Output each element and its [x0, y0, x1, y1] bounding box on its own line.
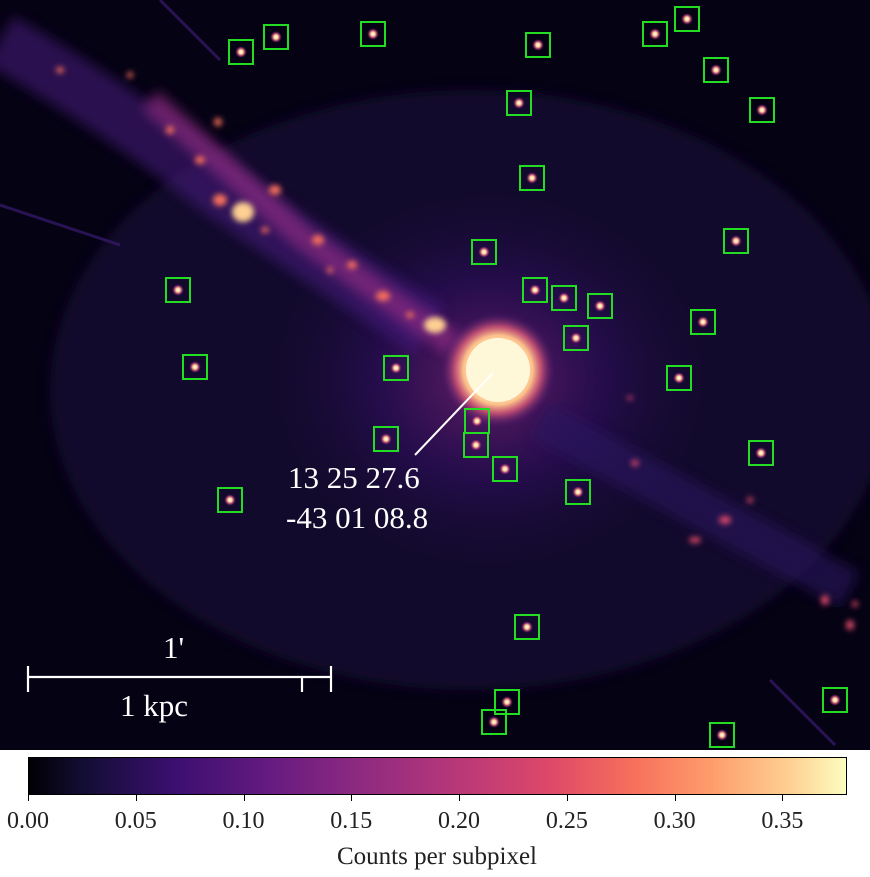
source-box — [471, 239, 497, 265]
source-box — [674, 6, 700, 32]
source-box — [525, 32, 551, 58]
point-source — [594, 300, 606, 312]
colorbar-tick-label: 0.15 — [330, 808, 373, 834]
source-box — [587, 293, 613, 319]
colorbar-label: Counts per subpixel — [337, 843, 537, 870]
colorbar-tick — [135, 795, 137, 801]
colorbar — [28, 757, 847, 795]
colorbar-tick-label: 0.05 — [114, 808, 157, 834]
point-source — [513, 97, 525, 109]
source-box — [749, 97, 775, 123]
point-source — [488, 716, 500, 728]
source-box — [481, 709, 507, 735]
scale-bar-arcmin-label: 1' — [163, 630, 185, 665]
scale-bar-kpc-label: 1 kpc — [120, 688, 189, 723]
point-source — [521, 621, 533, 633]
source-box — [514, 614, 540, 640]
point-source — [558, 292, 570, 304]
point-source — [681, 13, 693, 25]
point-source — [756, 104, 768, 116]
point-source — [224, 494, 236, 506]
source-box — [690, 309, 716, 335]
source-box — [822, 687, 848, 713]
point-source — [673, 372, 685, 384]
point-source — [172, 284, 184, 296]
source-box — [565, 479, 591, 505]
nucleus-ra-label: 13 25 27.6 — [288, 460, 420, 495]
point-source — [270, 31, 282, 43]
point-source — [235, 46, 247, 58]
source-box — [563, 325, 589, 351]
source-box — [551, 285, 577, 311]
colorbar-tick-label: 0.20 — [438, 808, 481, 834]
source-box — [519, 165, 545, 191]
source-box — [642, 21, 668, 47]
source-box — [383, 355, 409, 381]
point-source — [570, 332, 582, 344]
source-box — [228, 39, 254, 65]
pointer-line — [414, 372, 494, 456]
colorbar-tick-label: 0.10 — [222, 808, 265, 834]
colorbar-tick — [351, 795, 353, 801]
source-box — [723, 228, 749, 254]
point-source — [710, 64, 722, 76]
point-source — [829, 694, 841, 706]
colorbar-tick-label: 0.00 — [7, 808, 49, 834]
scale-bar — [26, 666, 333, 692]
point-source — [390, 362, 402, 374]
colorbar-tick-label: 0.25 — [545, 808, 588, 834]
point-source — [730, 235, 742, 247]
point-source — [697, 316, 709, 328]
colorbar-tick — [459, 795, 461, 801]
colorbar-tick-label: 0.30 — [653, 808, 696, 834]
point-source — [499, 463, 511, 475]
source-box — [522, 277, 548, 303]
source-box — [703, 57, 729, 83]
point-source — [367, 28, 379, 40]
colorbar-tick — [782, 795, 784, 801]
nucleus-dec-label: -43 01 08.8 — [286, 500, 429, 535]
colorbar-tick — [566, 795, 568, 801]
source-box — [373, 426, 399, 452]
point-source — [532, 39, 544, 51]
source-box — [217, 487, 243, 513]
source-box — [463, 432, 489, 458]
source-box — [165, 277, 191, 303]
point-source — [755, 447, 767, 459]
point-source — [572, 486, 584, 498]
point-source — [649, 28, 661, 40]
point-source — [501, 696, 513, 708]
point-source — [471, 415, 483, 427]
source-box — [709, 722, 735, 748]
point-source — [189, 361, 201, 373]
point-source — [526, 172, 538, 184]
point-source — [470, 439, 482, 451]
point-source — [478, 246, 490, 258]
source-box — [666, 365, 692, 391]
source-box — [748, 440, 774, 466]
source-box — [263, 24, 289, 50]
colorbar-tick — [28, 795, 29, 801]
colorbar-tick — [243, 795, 245, 801]
xray-image — [0, 0, 870, 750]
source-box — [492, 456, 518, 482]
colorbar-tick-label: 0.35 — [761, 808, 804, 834]
source-box — [182, 354, 208, 380]
point-source — [529, 284, 541, 296]
point-source — [716, 729, 728, 741]
colorbar-tick — [674, 795, 676, 801]
source-box — [360, 21, 386, 47]
source-box — [506, 90, 532, 116]
point-source — [380, 433, 392, 445]
